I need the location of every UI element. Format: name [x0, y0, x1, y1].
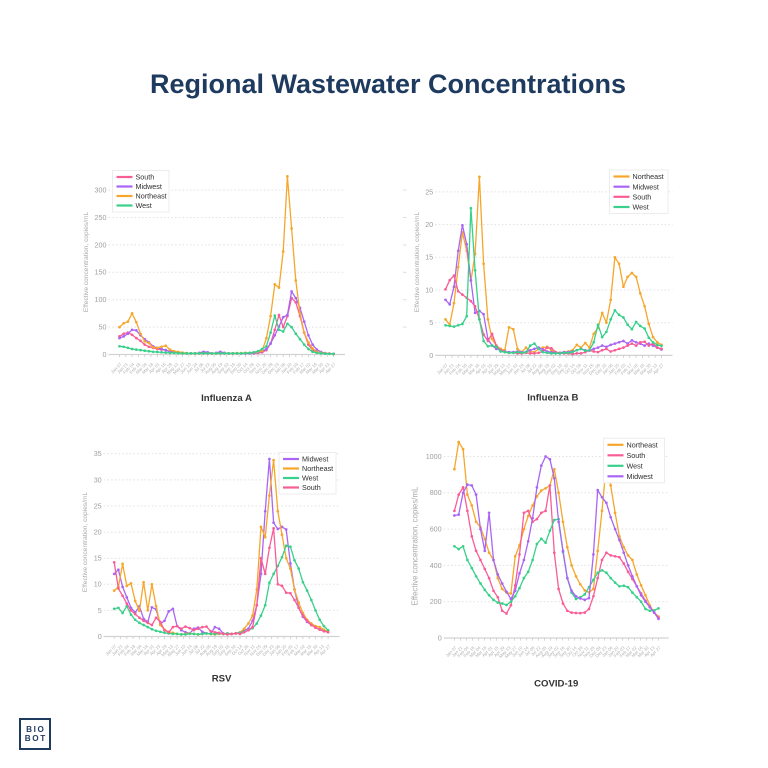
svg-text:Effective concentration, copie: Effective concentration, copies/mL [411, 486, 420, 605]
svg-text:RSV: RSV [212, 673, 232, 684]
svg-text:Midwest: Midwest [633, 182, 659, 191]
svg-text:250: 250 [95, 213, 107, 222]
svg-text:20: 20 [425, 220, 433, 229]
svg-text:Influenza A: Influenza A [201, 393, 252, 404]
svg-text:Influenza B: Influenza B [527, 393, 578, 404]
svg-text:5: 5 [98, 606, 102, 615]
svg-text:West: West [633, 203, 649, 212]
svg-text:0: 0 [98, 632, 102, 641]
svg-text:West: West [627, 461, 643, 470]
svg-text:Effective concentration, copie: Effective concentration, copies/mL [414, 212, 421, 313]
svg-text:South: South [136, 173, 155, 182]
svg-text:25: 25 [94, 501, 102, 510]
svg-text:COVID-19: COVID-19 [534, 679, 578, 690]
svg-text:25: 25 [425, 187, 433, 196]
svg-text:1000: 1000 [426, 452, 442, 461]
svg-text:Northeast: Northeast [302, 464, 333, 473]
svg-text:0: 0 [438, 633, 442, 642]
svg-text:10: 10 [94, 580, 102, 589]
svg-text:0: 0 [103, 350, 107, 359]
svg-text:50: 50 [99, 323, 107, 332]
svg-text:South: South [302, 483, 321, 492]
svg-text:Effective concentration, copie: Effective concentration, copies/mL [83, 212, 90, 313]
svg-text:800: 800 [430, 488, 442, 497]
svg-text:Midwest: Midwest [627, 472, 653, 481]
svg-text:South: South [627, 451, 646, 460]
svg-text:0: 0 [429, 351, 433, 360]
svg-text:200: 200 [95, 240, 107, 249]
svg-text:20: 20 [94, 528, 102, 537]
svg-text:Midwest: Midwest [136, 182, 162, 191]
svg-text:600: 600 [430, 525, 442, 534]
svg-text:Northeast: Northeast [633, 172, 664, 181]
svg-text:200: 200 [430, 597, 442, 606]
svg-text:10: 10 [425, 285, 433, 294]
svg-text:Northeast: Northeast [136, 192, 167, 201]
svg-text:35: 35 [94, 449, 102, 458]
svg-text:30: 30 [94, 475, 102, 484]
svg-text:5: 5 [429, 318, 433, 327]
svg-text:West: West [302, 474, 318, 483]
svg-text:400: 400 [430, 561, 442, 570]
svg-text:West: West [136, 201, 152, 210]
svg-text:100: 100 [95, 295, 107, 304]
svg-text:Midwest: Midwest [302, 455, 328, 464]
svg-text:15: 15 [425, 253, 433, 262]
svg-text:Northeast: Northeast [627, 440, 658, 449]
svg-text:300: 300 [95, 186, 107, 195]
svg-text:15: 15 [94, 554, 102, 563]
svg-text:Effective concentration, copie: Effective concentration, copies/mL [82, 492, 89, 593]
svg-text:South: South [633, 192, 652, 201]
svg-text:150: 150 [95, 268, 107, 277]
